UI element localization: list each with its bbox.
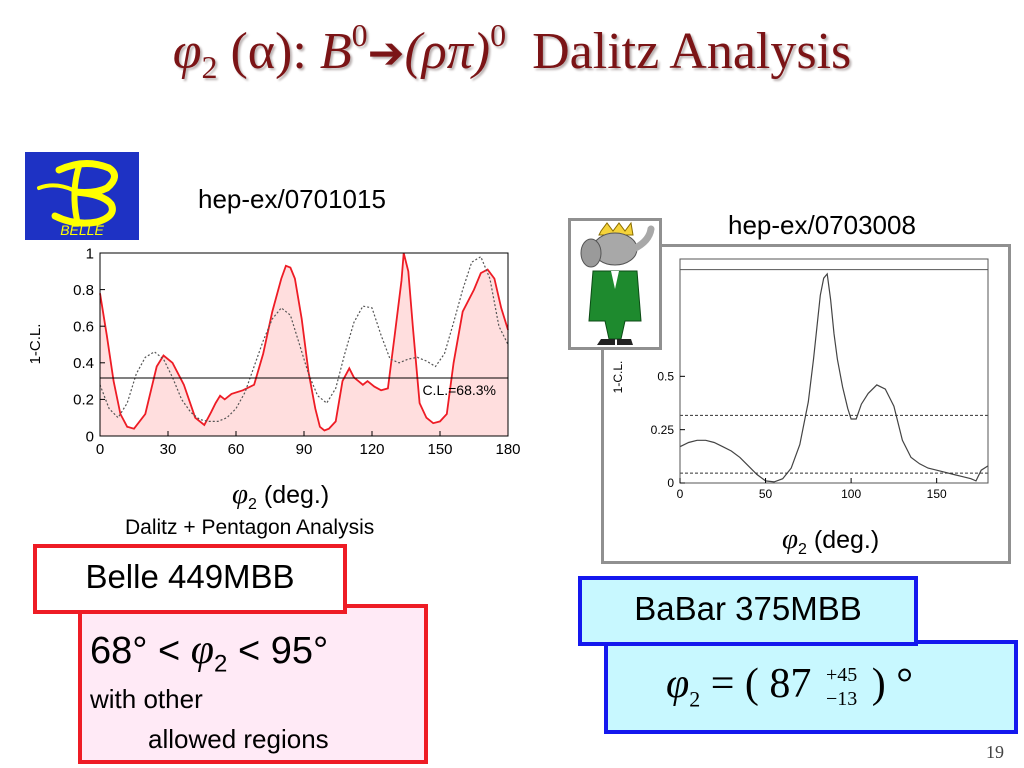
- babar-result-sub: 2: [689, 686, 701, 712]
- babar-xtick-label-1: 50: [759, 487, 773, 501]
- babar-result-errors: +45 −13: [826, 663, 857, 711]
- babar-ylabel: 1-C.L.: [611, 361, 625, 394]
- belle-ytick-label-0: 0: [86, 428, 94, 445]
- title-alpha: (α):: [217, 23, 320, 80]
- belle-xlabel-sub: 2: [248, 496, 257, 513]
- babar-tag-text: BaBar 375MBB: [634, 590, 862, 627]
- babar-tag: BaBar 375MBB: [578, 576, 918, 646]
- belle-result-sub: 2: [214, 650, 228, 678]
- babar-result-line: φ2 = ( 87 +45 −13 ) °: [666, 660, 913, 712]
- belle-xtick-label-4: 120: [359, 441, 384, 458]
- babar-result-close: ) °: [861, 661, 914, 707]
- title-phi: φ: [172, 23, 202, 80]
- slide-title: φ2 (α): B0➔(ρπ)0 Dalitz Analysis: [0, 19, 1024, 86]
- belle-annotation: C.L.=68.3%: [422, 382, 496, 398]
- babar-logo: [568, 218, 662, 350]
- belle-reference: hep-ex/0701015: [198, 184, 386, 214]
- belle-series-0-line: [99, 252, 509, 432]
- babar-result-phi: φ: [666, 661, 690, 707]
- babar-elephant-icon: [580, 221, 655, 345]
- belle-xtick-label-5: 150: [427, 441, 452, 458]
- title-rhopi: (ρπ): [404, 23, 491, 80]
- babar-ytick-label-1: 0.25: [651, 423, 675, 437]
- belle-xlabel-unit: (deg.): [256, 481, 330, 509]
- title-rest: Dalitz Analysis: [506, 23, 852, 80]
- belle-result-box: 68° < φ2 < 95° with other allowed region…: [78, 604, 428, 764]
- babar-xtick-label-3: 150: [927, 487, 947, 501]
- belle-xlabel-phi: φ: [232, 478, 249, 510]
- belle-result-left: 68° <: [90, 630, 191, 672]
- babar-xlabel-phi: φ: [782, 523, 799, 555]
- babar-chart-frame: 0 50 100 150 0 0.25 0.5 1-C.L. φ2 (deg.): [601, 244, 1011, 564]
- belle-ytick-label-3: 0.6: [73, 318, 94, 335]
- belle-series-0-area: [100, 253, 508, 436]
- belle-result-note1: with other: [90, 684, 203, 714]
- babar-series-0-line: [679, 272, 989, 483]
- belle-ytick-label-5: 1: [86, 245, 94, 262]
- belle-ytick-label-4: 0.8: [73, 282, 94, 299]
- title-sup2: 0: [490, 17, 507, 53]
- babar-reference: hep-ex/0703008: [728, 210, 916, 240]
- babar-result-eq: = ( 87: [700, 661, 822, 707]
- belle-chart: 0 30 60 90 120 150 180 0 0.2 0.4 0.6 0.8 1 1-C.L. C.L.…: [28, 245, 521, 458]
- belle-ylabel: 1-C.L.: [28, 324, 44, 365]
- babar-plot-frame: [679, 258, 989, 484]
- belle-result-note2: allowed regions: [148, 724, 329, 754]
- belle-tag: Belle 449MBB: [33, 544, 347, 614]
- belle-ytick-label-2: 0.4: [73, 355, 94, 372]
- belle-xlabel: φ2 (deg.): [232, 478, 329, 514]
- babar-result-minus: −13: [825, 688, 858, 711]
- belle-logo-text: BELLE: [60, 222, 104, 238]
- belle-logo-b-icon: [37, 160, 118, 227]
- belle-ytick-label-1: 0.2: [73, 392, 94, 409]
- title-phi-sub: 2: [201, 49, 218, 85]
- babar-ytick-label-2: 0.5: [657, 370, 674, 384]
- babar-result-plus: +45: [825, 664, 858, 687]
- babar-xtick-label-0: 0: [677, 487, 684, 501]
- belle-caption: Dalitz + Pentagon Analysis: [125, 516, 375, 539]
- belle-xtick-label-0: 0: [96, 441, 104, 458]
- belle-xtick-label-6: 180: [495, 441, 520, 458]
- page-number: 19: [986, 742, 1004, 762]
- title-sup1: 0: [351, 17, 368, 53]
- title-b: B: [319, 23, 352, 80]
- babar-xlabel-sub: 2: [798, 541, 807, 558]
- belle-xtick-label-1: 30: [160, 441, 177, 458]
- belle-result-line: 68° < φ2 < 95°: [90, 626, 328, 679]
- babar-xlabel: φ2 (deg.): [782, 523, 879, 559]
- babar-chart: 0 50 100 150 0 0.25 0.5 1-C.L.: [611, 258, 989, 501]
- belle-result-phi: φ: [190, 627, 215, 673]
- babar-ytick-label-0: 0: [667, 476, 674, 490]
- belle-tag-text: Belle 449MBB: [85, 558, 295, 595]
- title-arrow: ➔: [367, 28, 405, 79]
- babar-result-box: φ2 = ( 87 +45 −13 ) °: [604, 640, 1018, 734]
- babar-xlabel-unit: (deg.): [806, 526, 880, 554]
- belle-xtick-label-3: 90: [296, 441, 313, 458]
- babar-xtick-label-2: 100: [841, 487, 861, 501]
- belle-result-right: < 95°: [227, 630, 329, 672]
- belle-series-1-line: [99, 255, 509, 422]
- belle-logo: BELLE: [25, 152, 139, 240]
- belle-xtick-label-2: 60: [228, 441, 245, 458]
